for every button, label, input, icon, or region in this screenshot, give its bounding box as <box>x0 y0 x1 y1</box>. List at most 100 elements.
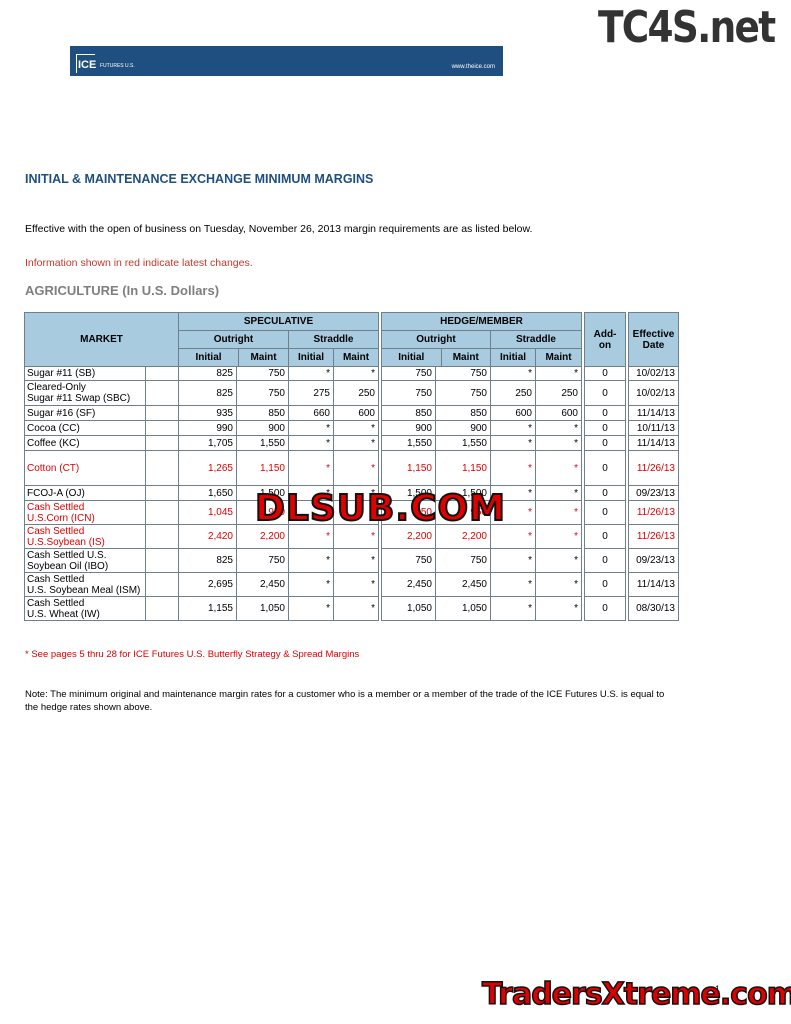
table-cell: 11/26/13 <box>628 524 679 549</box>
table-cell: 0 <box>584 435 626 451</box>
table-cell: 750 <box>435 380 491 406</box>
table-cell: Cash Settled U.S. Wheat (IW) <box>24 596 146 621</box>
table-cell: 750 <box>236 548 289 573</box>
header-cell: Straddle <box>490 330 582 349</box>
table-cell: Cash Settled U.S. Soybean Oil (IBO) <box>24 548 146 573</box>
header-cell: Initial <box>178 348 239 367</box>
table-cell: 0 <box>584 420 626 436</box>
table-cell: * <box>490 366 536 381</box>
market-name: U.S. Soybean Meal (ISM) <box>27 584 141 596</box>
table-cell: 900 <box>236 420 289 436</box>
table-cell: 08/30/13 <box>628 596 679 621</box>
header-cell: MARKET <box>24 312 179 367</box>
table-cell: Cash Settled U.S. Soybean Meal (ISM) <box>24 572 146 597</box>
watermark: TC4S.net <box>598 2 776 53</box>
table-cell: 825 <box>178 380 237 406</box>
table-cell: 600 <box>490 405 536 421</box>
table-cell: 0 <box>584 450 626 486</box>
table-cell: * <box>535 500 582 525</box>
market-name: Sugar #16 (SF) <box>27 407 96 419</box>
table-cell: 990 <box>178 420 237 436</box>
table-cell: 250 <box>490 380 536 406</box>
header-cell: Maint <box>535 348 582 367</box>
header-cell: HEDGE/MEMBER <box>381 312 582 331</box>
table-cell: 10/02/13 <box>628 380 679 406</box>
table-cell: * <box>333 366 379 381</box>
table-cell <box>145 405 179 421</box>
market-name: Cash Settled <box>27 525 85 537</box>
table-cell: * <box>333 420 379 436</box>
table-cell: * <box>490 596 536 621</box>
market-name: U.S.Corn (ICN) <box>27 512 95 524</box>
table-cell: 750 <box>236 366 289 381</box>
logo-frame <box>76 54 95 73</box>
table-cell: 09/23/13 <box>628 485 679 501</box>
table-cell: Sugar #16 (SF) <box>24 405 146 421</box>
table-cell: 850 <box>236 405 289 421</box>
table-cell: 0 <box>584 548 626 573</box>
table-cell: 825 <box>178 366 237 381</box>
page-number: 1 <box>715 984 721 994</box>
table-cell: Cash Settled U.S.Corn (ICN) <box>24 500 146 525</box>
header-cell: Effective Date <box>628 312 679 367</box>
header-cell: Outright <box>381 330 491 349</box>
table-cell: * <box>288 548 334 573</box>
table-cell: * <box>490 548 536 573</box>
table-cell: 750 <box>435 366 491 381</box>
table-cell <box>145 450 179 486</box>
table-cell <box>145 435 179 451</box>
table-cell: 2,420 <box>178 524 237 549</box>
market-name: Soybean Oil (IBO) <box>27 560 109 572</box>
table-cell: * <box>333 435 379 451</box>
table-cell: * <box>288 435 334 451</box>
header-cell: Initial <box>288 348 334 367</box>
header-cell: SPECULATIVE <box>178 312 379 331</box>
note: Note: The minimum original and maintenan… <box>25 689 665 713</box>
market-name: Cleared-Only <box>27 382 86 393</box>
table-cell: 2,450 <box>435 572 491 597</box>
logo-sub: FUTURES U.S. <box>100 63 135 69</box>
header-cell: Initial <box>381 348 442 367</box>
table-cell: 0 <box>584 596 626 621</box>
table-cell: 750 <box>236 380 289 406</box>
section-title: AGRICULTURE (In U.S. Dollars) <box>25 283 220 298</box>
table-cell: Cotton (CT) <box>24 450 146 486</box>
market-name: Cocoa (CC) <box>27 422 80 434</box>
table-cell <box>145 500 179 525</box>
table-cell <box>145 366 179 381</box>
market-name: Sugar #11 Swap (SBC) <box>27 393 131 404</box>
table-cell: 2,695 <box>178 572 237 597</box>
table-cell: 1,705 <box>178 435 237 451</box>
table-cell: 11/14/13 <box>628 435 679 451</box>
footnote: * See pages 5 thru 28 for ICE Futures U.… <box>25 649 360 660</box>
table-cell: 750 <box>435 548 491 573</box>
table-cell: Cleared-Only Sugar #11 Swap (SBC) <box>24 380 146 406</box>
table-cell: * <box>535 548 582 573</box>
table-cell: * <box>288 420 334 436</box>
table-cell: * <box>288 596 334 621</box>
watermark: DLSUB.COM <box>254 487 506 530</box>
table-cell: Cash Settled U.S.Soybean (IS) <box>24 524 146 549</box>
market-name: Cash Settled <box>27 597 85 609</box>
watermark: TradersXtreme.com <box>481 976 791 1013</box>
market-name: Cash Settled <box>27 501 85 513</box>
table-cell: 250 <box>333 380 379 406</box>
table-cell: Coffee (KC) <box>24 435 146 451</box>
table-cell: * <box>535 596 582 621</box>
table-cell: * <box>333 596 379 621</box>
table-cell: 1,550 <box>236 435 289 451</box>
table-cell: 11/14/13 <box>628 405 679 421</box>
table-cell: 600 <box>535 405 582 421</box>
table-cell <box>145 420 179 436</box>
table-cell <box>145 572 179 597</box>
table-cell: * <box>535 450 582 486</box>
header-cell: Maint <box>238 348 289 367</box>
table-cell: * <box>490 572 536 597</box>
market-name: U.S.Soybean (IS) <box>27 536 105 548</box>
table-cell: * <box>535 485 582 501</box>
header-cell: Outright <box>178 330 289 349</box>
table-cell: 1,045 <box>178 500 237 525</box>
table-cell: 0 <box>584 500 626 525</box>
market-name: Cash Settled U.S. <box>27 549 107 561</box>
